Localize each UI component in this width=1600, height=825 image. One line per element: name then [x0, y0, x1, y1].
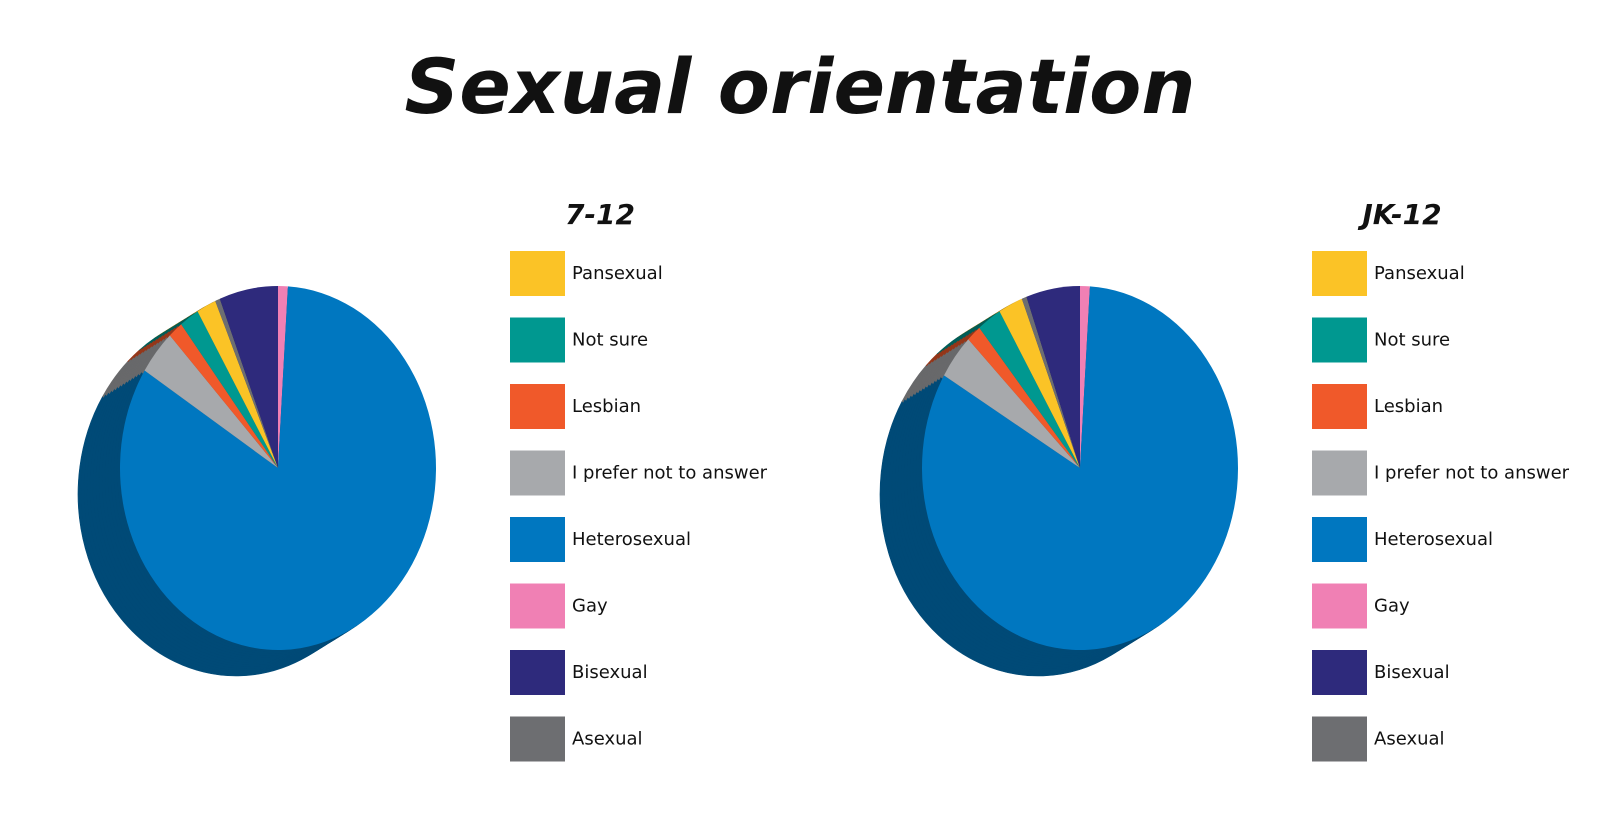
legend-swatch: [510, 317, 565, 363]
slice: [169, 324, 278, 468]
legend-swatch: [510, 251, 565, 296]
slice: [1026, 286, 1080, 468]
legend-label: Asexual: [1374, 729, 1445, 750]
legend-swatch: [1312, 384, 1367, 429]
legend-swatch: [1312, 317, 1367, 363]
slice: [219, 286, 278, 468]
legend-swatch: [510, 384, 565, 429]
legend-label: Gay: [572, 596, 608, 617]
legend-swatch: [510, 650, 565, 695]
legend-label: I prefer not to answer: [572, 463, 768, 484]
legend-swatch: [510, 517, 565, 562]
legend-swatch: [1312, 517, 1367, 562]
legend-label: Bisexual: [1374, 662, 1450, 683]
legend-swatch: [510, 583, 565, 629]
slice: [181, 311, 278, 468]
legend-swatch: [1312, 450, 1367, 496]
legend-label: Lesbian: [572, 396, 641, 417]
legend-label: Pansexual: [572, 263, 663, 284]
legend-label: Asexual: [572, 729, 643, 750]
slice: [979, 311, 1080, 468]
slice: [921, 286, 1238, 650]
legend-swatch: [1312, 583, 1367, 629]
legend-label: Not sure: [1374, 330, 1450, 351]
slice: [215, 298, 278, 468]
legend-label: Heterosexual: [1374, 529, 1493, 550]
legend-swatch: [1312, 251, 1367, 296]
slice: [999, 298, 1080, 468]
slice: [968, 327, 1080, 468]
slice: [278, 286, 288, 468]
legend-swatch: [510, 450, 565, 496]
legend-label: Not sure: [572, 330, 648, 351]
slice: [944, 339, 1080, 468]
chart-subtitle: JK-12: [1357, 198, 1441, 231]
legend-label: Pansexual: [1374, 263, 1465, 284]
slice: [1080, 286, 1090, 468]
legend-label: Heterosexual: [572, 529, 691, 550]
slice: [120, 286, 437, 650]
legend-label: Gay: [1374, 596, 1410, 617]
slice: [197, 300, 278, 468]
chart-subtitle: 7-12: [565, 198, 635, 231]
legend-swatch: [1312, 650, 1367, 695]
chart-title: Sexual orientation: [405, 42, 1196, 131]
legend-swatch: [1312, 716, 1367, 762]
legend-label: Bisexual: [572, 662, 648, 683]
legend-label: Lesbian: [1374, 396, 1443, 417]
legend-label: I prefer not to answer: [1374, 463, 1570, 484]
slice: [1021, 296, 1080, 468]
slice: [144, 335, 278, 468]
legend-swatch: [510, 716, 565, 762]
